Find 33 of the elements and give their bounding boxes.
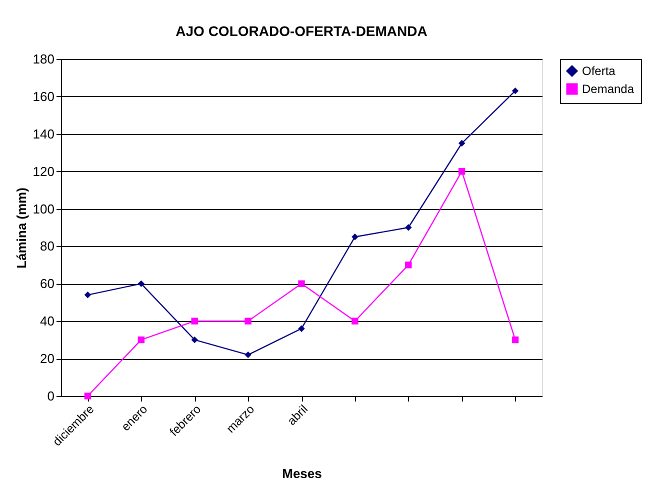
point	[191, 318, 198, 324]
point	[405, 224, 412, 231]
y-tick-label: 100	[32, 201, 54, 216]
y-tick-label: 20	[40, 351, 54, 366]
x-axis-title: Meses	[282, 466, 322, 482]
point	[84, 392, 92, 400]
y-tick-label: 60	[40, 276, 54, 292]
point	[298, 280, 305, 288]
point	[458, 168, 466, 175]
point	[244, 318, 252, 324]
point	[352, 318, 358, 324]
y-tick-label: 160	[32, 88, 54, 104]
y-axis-title: Lámina (mm)	[14, 188, 29, 268]
point	[138, 336, 145, 344]
y-tick-label: 80	[40, 238, 54, 254]
point	[458, 140, 466, 147]
y-tick-label: 0	[47, 388, 54, 404]
point	[405, 262, 412, 268]
legend-label: Oferta	[582, 64, 616, 78]
y-tick-label: 120	[32, 164, 54, 179]
point	[298, 325, 305, 332]
y-tick-label: 40	[40, 314, 54, 329]
point	[512, 336, 519, 344]
y-tick-label: 180	[32, 52, 54, 66]
point	[244, 351, 252, 358]
y-tick-label: 140	[32, 126, 54, 142]
point	[84, 292, 92, 298]
point	[352, 234, 358, 240]
chart-title: AJO COLORADO-OFERTA-DEMANDA	[176, 23, 428, 39]
point	[512, 87, 519, 94]
point	[138, 280, 145, 288]
legend-label: Demanda	[582, 82, 634, 96]
point	[191, 336, 198, 344]
